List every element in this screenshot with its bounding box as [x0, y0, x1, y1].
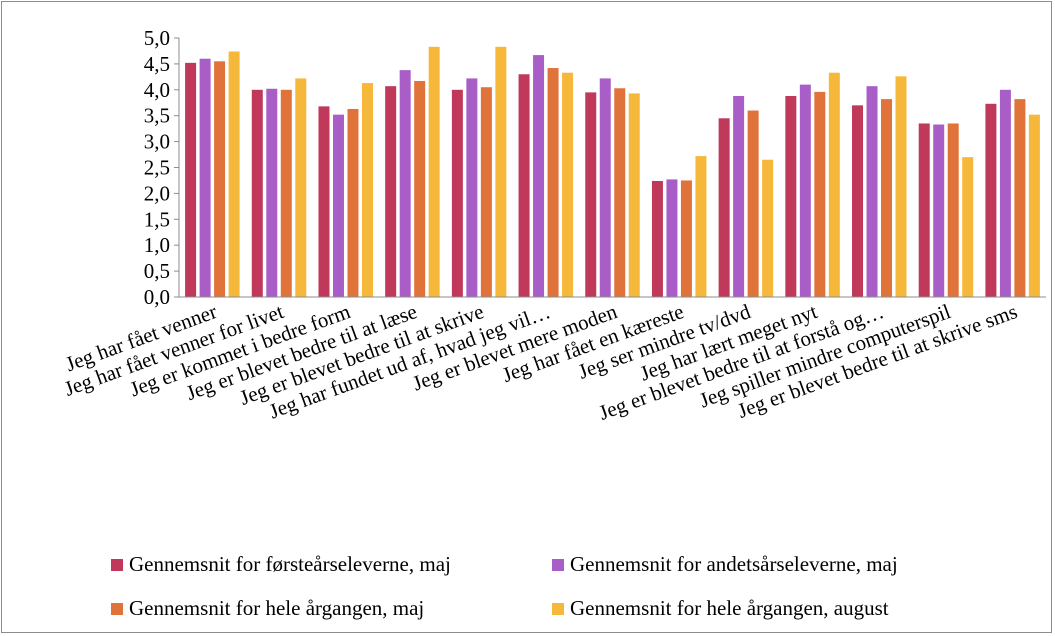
bar — [585, 92, 597, 297]
bar — [332, 114, 344, 297]
bar — [562, 72, 574, 298]
bar — [295, 78, 307, 298]
legend-item-series-3: Gennemsnit for hele årgangen, maj — [111, 596, 424, 621]
bar — [228, 51, 240, 297]
bar — [318, 106, 330, 297]
bar — [466, 78, 478, 298]
legend-label: Gennemsnit for andetsårseleverne, maj — [570, 552, 898, 576]
bar — [918, 123, 930, 297]
bar — [266, 88, 278, 297]
legend-swatch — [552, 558, 564, 571]
bar — [680, 180, 692, 297]
bar — [962, 157, 974, 297]
bar — [1028, 114, 1040, 297]
bar — [762, 159, 774, 297]
legend-label: Gennemsnit for førsteårseleverne, maj — [129, 552, 451, 576]
bar — [599, 78, 611, 298]
legend-swatch — [552, 602, 564, 615]
y-tick-label: 5,0 — [144, 26, 170, 50]
y-axis: 0,00,51,01,52,02,53,03,54,04,55,0 — [144, 26, 180, 309]
bar — [695, 156, 707, 297]
bar — [547, 68, 559, 297]
bar — [361, 83, 373, 297]
bar — [399, 70, 411, 298]
legend-item-series-2: Gennemsnit for andetsårseleverne, maj — [552, 552, 898, 577]
legend-label: Gennemsnit for hele årgangen, august — [570, 596, 889, 620]
bar — [747, 110, 759, 298]
bar — [1014, 99, 1026, 298]
bar — [852, 105, 864, 297]
y-tick-label: 2,5 — [144, 156, 170, 180]
bar — [881, 99, 893, 298]
bar — [799, 84, 811, 298]
bar — [251, 89, 263, 297]
bar — [533, 55, 545, 298]
bar — [428, 46, 440, 298]
bar — [651, 180, 663, 297]
bar — [347, 108, 359, 297]
bar — [414, 80, 426, 298]
y-tick-label: 4,5 — [144, 52, 170, 76]
bar — [480, 87, 492, 298]
bar — [999, 89, 1011, 297]
legend-label: Gennemsnit for hele årgangen, maj — [129, 596, 425, 620]
legend-swatch — [111, 602, 123, 615]
y-tick-label: 3,5 — [144, 104, 170, 128]
bar — [199, 58, 211, 297]
y-tick-label: 1,0 — [144, 233, 170, 257]
bar — [614, 88, 626, 297]
y-tick-label: 4,0 — [144, 78, 170, 102]
legend-swatch — [111, 558, 123, 571]
y-tick-label: 2,0 — [144, 181, 170, 205]
bar — [280, 89, 292, 297]
bar — [718, 118, 730, 297]
bar — [985, 103, 997, 297]
bar — [385, 86, 397, 297]
y-tick-label: 0,5 — [144, 259, 170, 283]
bar — [733, 96, 745, 298]
bar — [495, 46, 507, 298]
bar — [933, 124, 945, 297]
bar — [185, 62, 197, 297]
bar — [518, 74, 530, 297]
y-tick-label: 0,0 — [144, 285, 170, 309]
bar — [814, 91, 826, 298]
legend-item-series-1: Gennemsnit for førsteårseleverne, maj — [111, 552, 451, 577]
bar — [451, 89, 463, 297]
bar — [785, 96, 797, 298]
y-tick-label: 1,5 — [144, 207, 170, 231]
bars — [185, 46, 1040, 298]
bar — [666, 179, 678, 297]
bar — [628, 93, 640, 298]
bar — [866, 86, 878, 297]
bar — [214, 61, 226, 298]
y-tick-label: 3,0 — [144, 130, 170, 154]
bar — [947, 123, 959, 297]
bar — [895, 76, 907, 297]
legend-item-series-4: Gennemsnit for hele årgangen, august — [552, 596, 889, 621]
bar — [828, 72, 840, 298]
